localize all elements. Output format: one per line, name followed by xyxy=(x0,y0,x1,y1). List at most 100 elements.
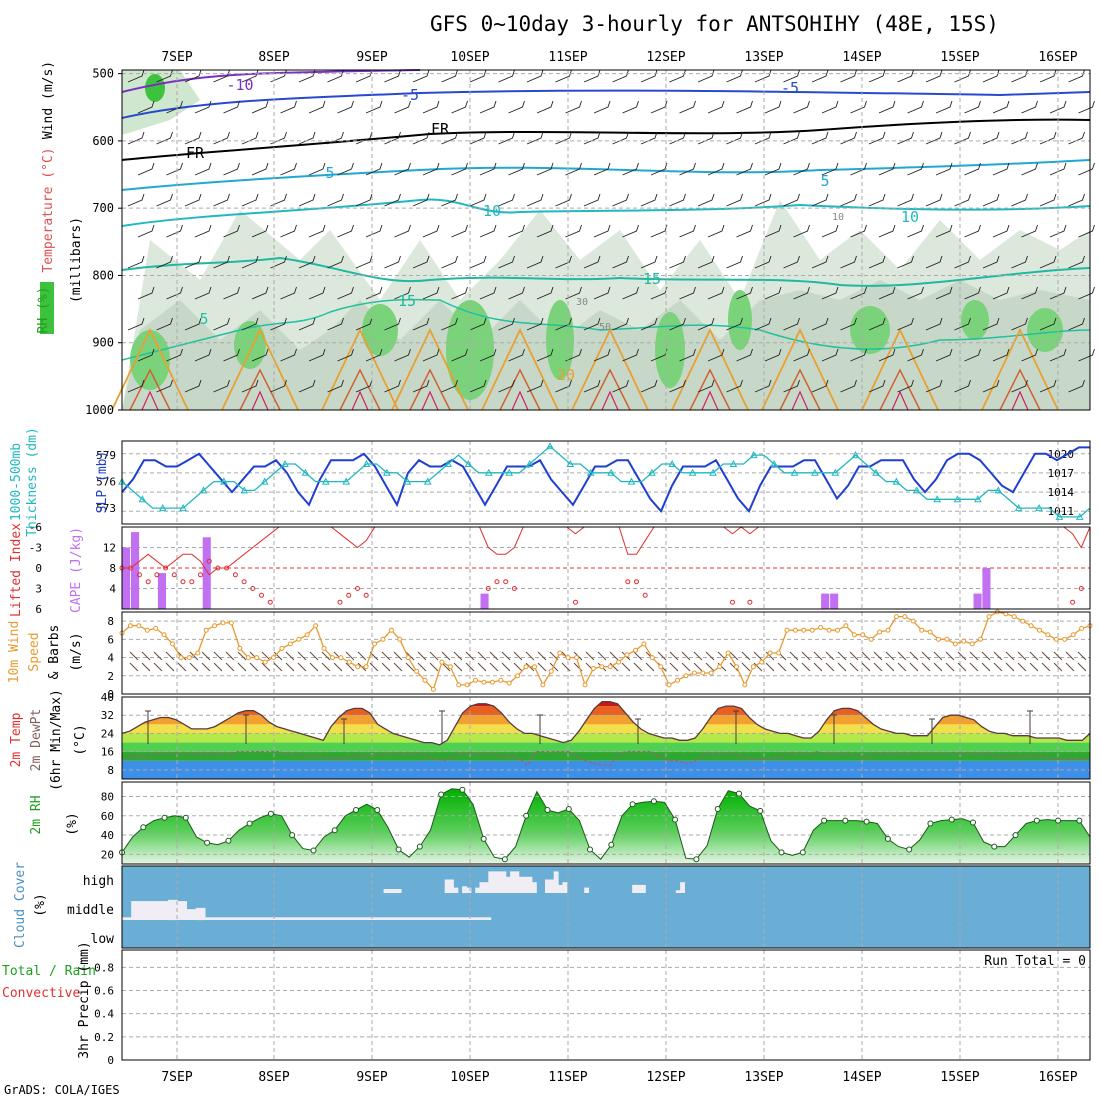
thickness-point xyxy=(851,451,860,459)
top-date-label: 10SEP xyxy=(450,50,489,65)
wind-barb xyxy=(526,317,544,331)
isotherm-30 xyxy=(351,390,369,411)
wind-speed-point xyxy=(767,650,773,656)
wind-barb xyxy=(213,317,230,331)
thickness-point xyxy=(525,459,534,467)
wind-barb xyxy=(622,348,639,362)
wind-barb-10m xyxy=(921,651,931,672)
thickness-tick-label: 576 xyxy=(96,476,116,489)
thickness-point xyxy=(1055,512,1064,520)
wind-barb xyxy=(964,348,981,362)
cloud-cover-bar xyxy=(444,917,455,920)
wind-barb xyxy=(935,224,953,238)
thickness-point xyxy=(179,504,187,512)
wind-barb xyxy=(127,193,145,207)
bottom-date-label: 14SEP xyxy=(842,1070,881,1085)
cloud-level-label: high xyxy=(83,874,114,889)
rh-point xyxy=(1076,817,1083,824)
rh-point xyxy=(501,856,508,863)
ylabel-temperature: Temperature (°C) xyxy=(41,147,56,272)
wind-barb xyxy=(1039,193,1057,207)
wind-barb xyxy=(821,224,839,238)
wind-barb xyxy=(878,100,896,114)
wind-barb xyxy=(992,286,1010,300)
wind-barb xyxy=(412,317,430,331)
isotherm-freezing xyxy=(121,118,1091,161)
wind-speed-point xyxy=(1053,636,1059,642)
thickness-point xyxy=(403,477,412,485)
wind-barb xyxy=(337,224,354,238)
cloud-cover-bar xyxy=(636,884,642,893)
rh-point xyxy=(693,856,700,863)
top-date-label: 16SEP xyxy=(1038,50,1077,65)
thickness-point xyxy=(301,468,310,476)
rh-contour-label: 50 xyxy=(599,322,611,333)
cloud-cover-bar xyxy=(584,887,590,893)
bottom-date-label: 7SEP xyxy=(161,1070,192,1085)
wind-barb xyxy=(156,131,173,145)
wind-barb xyxy=(469,69,487,83)
wind-barb xyxy=(166,224,183,238)
wind-speed-point xyxy=(532,664,537,670)
wind-barb xyxy=(707,286,725,300)
cloud-cover-bar xyxy=(251,917,261,920)
wind-speed-point xyxy=(624,652,630,658)
wind-barb xyxy=(156,69,173,83)
wind-barb xyxy=(850,286,867,300)
wind-speed-point xyxy=(658,664,664,670)
cloud-cover-bar xyxy=(449,879,454,893)
wind-barb-10m xyxy=(501,651,511,672)
top-date-label: 9SEP xyxy=(356,50,387,65)
wind-barb-10m xyxy=(993,651,1003,672)
wind-speed-point xyxy=(372,641,377,647)
wind-barb xyxy=(479,100,497,114)
wind-barb xyxy=(498,317,515,331)
rh-point xyxy=(246,820,253,827)
cape-bar xyxy=(480,593,489,609)
slp-line xyxy=(121,446,1090,514)
wind-barb xyxy=(1068,255,1085,269)
wind-barb xyxy=(298,193,316,207)
wind-barb xyxy=(280,348,297,362)
wind-barb-10m xyxy=(825,651,835,672)
thickness-point xyxy=(362,459,371,467)
wind-barb xyxy=(536,162,554,176)
wind-barb xyxy=(223,100,240,114)
wind-barb xyxy=(764,286,782,300)
cape-tick-label: 12 xyxy=(103,542,116,555)
wind-barb xyxy=(982,317,1000,331)
wind-barb xyxy=(327,131,344,145)
wind-speed-point xyxy=(540,682,546,688)
lifted-index-point xyxy=(259,592,264,598)
wind-barb xyxy=(754,317,772,331)
wind-barb xyxy=(565,162,582,176)
wind-barb xyxy=(583,317,601,331)
isotherm-label: 15 xyxy=(398,292,416,310)
top-date-label: 13SEP xyxy=(744,50,783,65)
rh-blob xyxy=(1027,308,1063,352)
precip-tick-label: 0.4 xyxy=(94,1008,114,1021)
wind-speed-point xyxy=(910,618,916,624)
cloud-cover-background xyxy=(122,866,1090,948)
wind-speed-point xyxy=(346,659,352,665)
wind-barb xyxy=(298,69,316,83)
thickness-point xyxy=(1035,504,1043,512)
wind-barb xyxy=(897,379,914,393)
wind-barb xyxy=(223,224,240,238)
run-total-label: Run Total = 0 xyxy=(984,954,1086,969)
wind-speed-point xyxy=(170,641,175,647)
temp-tick-label: 40 xyxy=(101,691,114,704)
rh-contour-label: 30 xyxy=(576,297,588,308)
wind-barb xyxy=(223,348,240,362)
wind-barb xyxy=(811,379,829,393)
lifted-index-point xyxy=(198,572,203,578)
isotherm-25 xyxy=(239,368,281,411)
wind-speed-point xyxy=(835,627,840,633)
slp-tick-label: 1014 xyxy=(1048,486,1075,499)
cloud-cover-bar xyxy=(343,917,353,920)
cape-bar xyxy=(830,593,839,609)
wind-barb xyxy=(337,162,354,176)
wind-barb xyxy=(1068,193,1085,207)
wind-barb xyxy=(622,162,639,176)
cloud-cover-bar xyxy=(389,917,400,920)
